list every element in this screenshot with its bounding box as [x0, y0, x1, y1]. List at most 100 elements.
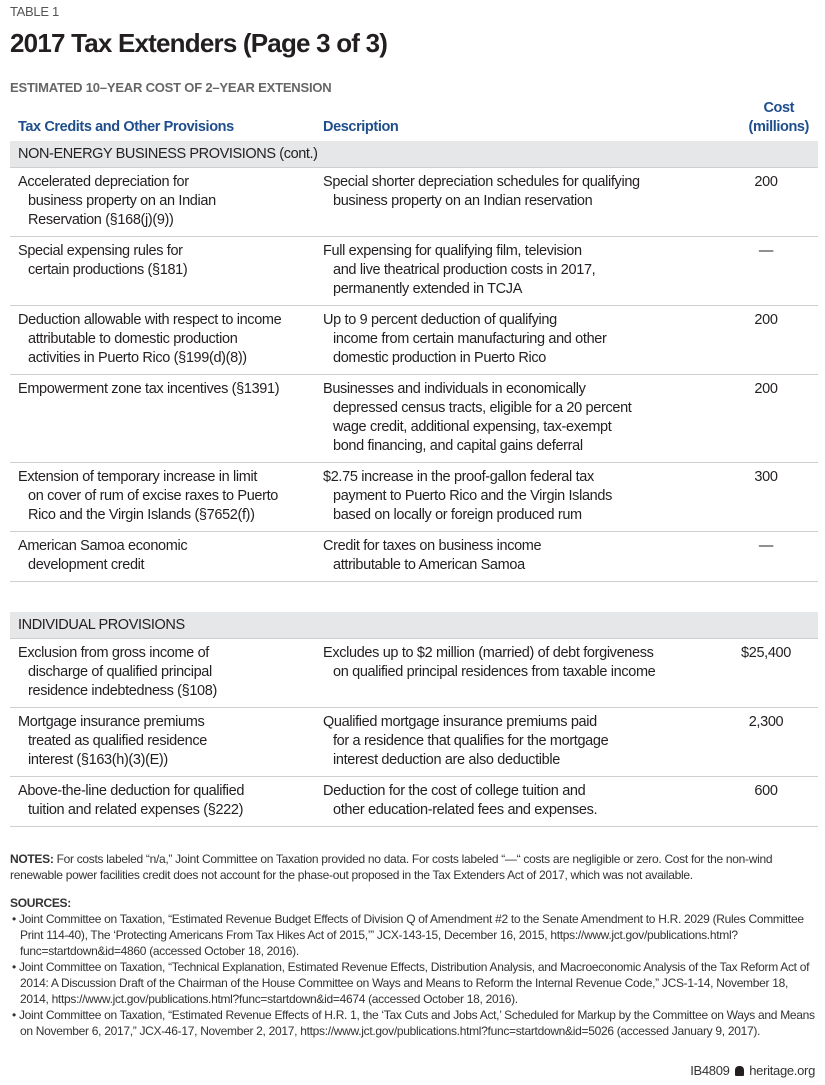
provision-cell-line: development credit: [28, 557, 145, 573]
provision-cell-line: business property on an Indian: [28, 193, 216, 209]
column-header-provision: Tax Credits and Other Provisions: [18, 119, 234, 135]
source-text: Joint Committee on Taxation, “Estimated …: [18, 1008, 815, 1038]
section-name: INDIVIDUAL PROVISIONS: [18, 617, 185, 633]
description-cell-line: Excludes up to $2 million (married) of d…: [323, 645, 654, 661]
provision-cell-line: interest (§163(h)(3)(E)): [28, 752, 168, 768]
notes-label: NOTES:: [10, 852, 54, 866]
provision-cell: Deduction allowable with respect to inco…: [18, 311, 318, 368]
description-cell: Qualified mortgage insurance premiums pa…: [323, 713, 713, 770]
provision-cell-line: Special expensing rules for: [18, 243, 183, 259]
description-cell: Full expensing for qualifying film, tele…: [323, 242, 713, 299]
provision-cell-line: activities in Puerto Rico (§199(d)(8)): [28, 350, 247, 366]
description-cell-line: business property on an Indian reservati…: [333, 193, 593, 209]
cost-cell: 200: [754, 312, 778, 328]
description-cell: Businesses and individuals in economical…: [323, 380, 713, 456]
provision-cell: American Samoa economic development credi…: [18, 537, 318, 575]
provision-cell-line: residence indebtedness (§108): [28, 683, 217, 699]
cost-cell: —: [758, 243, 774, 259]
description-cell-line: and live theatrical production costs in …: [333, 262, 596, 278]
cost-cell: 300: [754, 469, 778, 485]
description-cell-line: Credit for taxes on business income: [323, 538, 542, 554]
description-cell-line: $2.75 increase in the proof-gallon feder…: [323, 469, 594, 485]
source-item: • Joint Committee on Taxation, “Estimate…: [12, 912, 804, 958]
notes: NOTES: For costs labeled “n/a,” Joint Co…: [10, 851, 815, 883]
table-row: Mortgage insurance premiums treated as qu…: [10, 708, 818, 777]
table-row: Accelerated depreciation for business pro…: [10, 168, 818, 237]
provision-cell-line: Extension of temporary increase in limit: [18, 469, 258, 485]
description-cell: Up to 9 percent deduction of qualifying i…: [323, 311, 713, 368]
cost-cell: $25,400: [741, 645, 791, 661]
provision-cell-line: Accelerated depreciation for: [18, 174, 189, 190]
description-cell-line: Up to 9 percent deduction of qualifying: [323, 312, 557, 328]
description-cell-line: Qualified mortgage insurance premiums pa…: [323, 714, 597, 730]
section-suffix: (cont.): [275, 146, 318, 162]
description-cell-line: Special shorter depreciation schedules f…: [323, 174, 640, 190]
provision-cell: Mortgage insurance premiums treated as qu…: [18, 713, 318, 770]
sources-label: SOURCES:: [10, 896, 71, 910]
table-label: TABLE 1: [10, 4, 59, 19]
source-item: • Joint Committee on Taxation, “Technica…: [12, 960, 810, 1006]
provision-cell: Exclusion from gross income of discharge …: [18, 644, 318, 701]
provision-cell-line: certain productions (§181): [28, 262, 188, 278]
source-item: • Joint Committee on Taxation, “Estimate…: [12, 1008, 815, 1038]
provision-cell: Accelerated depreciation for business pro…: [18, 173, 318, 230]
column-header-description: Description: [323, 119, 399, 135]
description-cell-line: interest deduction are also deductible: [333, 752, 560, 768]
description-cell: Credit for taxes on business income attri…: [323, 537, 713, 575]
table-row: Above-the-line deduction for qualified tu…: [10, 777, 818, 827]
sources: SOURCES: • Joint Committee on Taxation, …: [10, 895, 815, 1039]
table-row: Empowerment zone tax incentives (§1391) B…: [10, 375, 818, 463]
table-row: Deduction allowable with respect to inco…: [10, 306, 818, 375]
site-link[interactable]: heritage.org: [749, 1063, 815, 1078]
table-row: American Samoa economic development credi…: [10, 532, 818, 582]
provision-cell-line: Above-the-line deduction for qualified: [18, 783, 245, 799]
cost-cell: 200: [754, 174, 778, 190]
publication-code: IB4809: [690, 1063, 730, 1078]
description-cell-line: other education-related fees and expense…: [333, 802, 598, 818]
description-cell-line: Businesses and individuals in economical…: [323, 381, 586, 397]
description-cell-line: permanently extended in TCJA: [333, 281, 523, 297]
section-name: NON-ENERGY BUSINESS PROVISIONS: [18, 146, 276, 162]
cost-cell: 600: [754, 783, 778, 799]
provision-cell-line: Reservation (§168(j)(9)): [28, 212, 174, 228]
table-row: Special expensing rules for certain produ…: [10, 237, 818, 306]
provision-cell-line: discharge of qualified principal: [28, 664, 212, 680]
provision-cell-line: treated as qualified residence: [28, 733, 207, 749]
provision-cell: Above-the-line deduction for qualified tu…: [18, 782, 318, 820]
tax-extenders-table: NON-ENERGY BUSINESS PROVISIONS (cont.) Ac…: [10, 141, 818, 827]
description-cell-line: on qualified principal residences from t…: [333, 664, 656, 680]
description-cell-line: for a residence that qualifies for the m…: [333, 733, 609, 749]
cost-cell: 2,300: [748, 714, 784, 730]
source-text: Joint Committee on Taxation, “Technical …: [18, 960, 810, 1006]
cost-header-line: (millions): [748, 119, 810, 135]
section-spacer: [10, 582, 818, 612]
description-cell-line: based on locally or foreign produced rum: [333, 507, 582, 523]
cost-cell: —: [758, 538, 774, 554]
section-header: INDIVIDUAL PROVISIONS: [10, 612, 818, 639]
notes-text: For costs labeled “n/a,” Joint Committee…: [10, 852, 773, 882]
liberty-bell-icon: [734, 1066, 744, 1076]
provision-cell-line: Rico and the Virgin Islands (§7652(f)): [28, 507, 255, 523]
description-cell: $2.75 increase in the proof-gallon feder…: [323, 468, 713, 525]
description-cell-line: bond financing, and capital gains deferr…: [333, 438, 583, 454]
provision-cell: Extension of temporary increase in limit…: [18, 468, 318, 525]
description-cell-line: attributable to American Samoa: [333, 557, 525, 573]
provision-cell-line: Exclusion from gross income of: [18, 645, 209, 661]
footer: IB4809 heritage.org: [690, 1063, 815, 1078]
description-cell-line: income from certain manufacturing and ot…: [333, 331, 607, 347]
provision-cell: Empowerment zone tax incentives (§1391): [18, 380, 318, 399]
table-subtitle: ESTIMATED 10–YEAR COST OF 2–YEAR EXTENSI…: [10, 80, 332, 95]
description-cell: Special shorter depreciation schedules f…: [323, 173, 713, 211]
provision-cell: Special expensing rules for certain produ…: [18, 242, 318, 280]
description-cell: Excludes up to $2 million (married) of d…: [323, 644, 713, 682]
description-cell-line: payment to Puerto Rico and the Virgin Is…: [333, 488, 612, 504]
column-header-cost: Cost (millions): [748, 99, 810, 137]
cost-cell: 200: [754, 381, 778, 397]
cost-header-line: Cost: [763, 100, 795, 116]
provision-cell-line: on cover of rum of excise raxes to Puert…: [28, 488, 278, 504]
section-header: NON-ENERGY BUSINESS PROVISIONS (cont.): [10, 141, 818, 168]
description-cell-line: domestic production in Puerto Rico: [333, 350, 546, 366]
provision-cell-line: attributable to domestic production: [28, 331, 238, 347]
page-title: 2017 Tax Extenders (Page 3 of 3): [10, 28, 388, 58]
description-cell: Deduction for the cost of college tuitio…: [323, 782, 713, 820]
